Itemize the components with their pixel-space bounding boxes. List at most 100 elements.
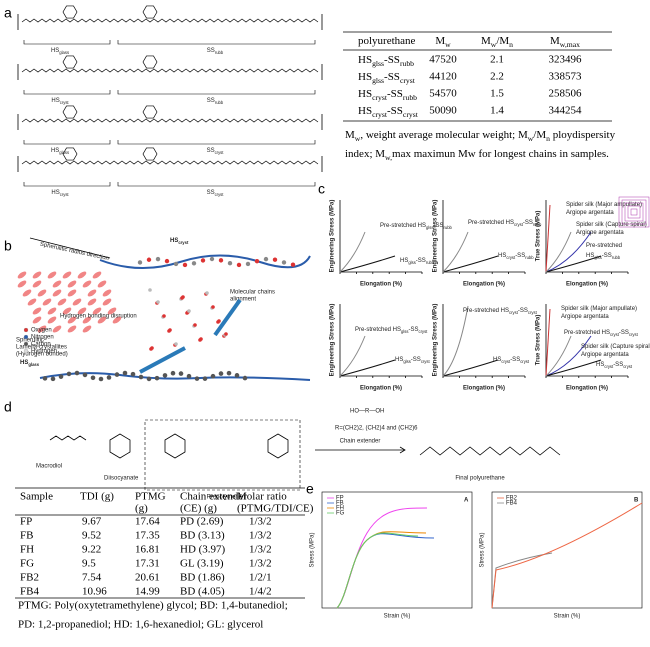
lamella-blob	[82, 280, 92, 288]
text-part: M	[481, 35, 491, 47]
table-cell: HSglss-SScryst	[358, 71, 416, 86]
annotation: Pre-stretched HSglss-SScryst	[355, 327, 428, 334]
lamella-blob	[17, 271, 27, 279]
y-axis-label: True Stress (MPa)	[536, 211, 542, 262]
lamella-blob	[82, 316, 92, 324]
text-part: w	[355, 134, 361, 143]
text-part: HS	[170, 238, 178, 244]
ring	[142, 105, 158, 119]
table-cell: 258506	[549, 88, 583, 100]
text-part: rubb	[426, 260, 435, 265]
text-part: -SS	[515, 253, 525, 259]
table-cell: 9.22	[82, 544, 101, 556]
text-part: rubb	[612, 255, 621, 260]
lamella-blob	[102, 298, 112, 306]
curve	[545, 231, 572, 273]
table-cell: 1/3/2	[249, 558, 272, 570]
atom	[74, 370, 80, 376]
atom	[200, 258, 206, 263]
web	[618, 196, 650, 228]
bracket	[117, 40, 316, 45]
text-part: max maximun Mw for longest chains in sam…	[392, 148, 609, 160]
text-part: cryst	[506, 255, 516, 260]
lamella-blob	[92, 271, 102, 279]
legend-swatch	[23, 327, 29, 333]
bond	[419, 446, 561, 456]
text-part: glss	[372, 76, 384, 85]
table-cell: HScryst-SSrubb	[358, 88, 417, 103]
lamella-blob	[27, 298, 37, 306]
lamella-blob	[77, 271, 87, 279]
lamella-blob	[32, 307, 42, 315]
legend-swatch	[23, 341, 29, 347]
text-part: HS	[20, 360, 28, 366]
annotation: Prepolymer	[207, 495, 238, 501]
text-part: -SS	[387, 88, 403, 100]
table-cell: 10.96	[82, 586, 107, 598]
legend-label: FG	[336, 511, 345, 517]
bond	[49, 435, 87, 441]
curve	[545, 359, 602, 377]
lamella-blob	[87, 289, 97, 297]
annotation: HSglss-SSrubb	[586, 253, 621, 260]
text-part: rubb	[533, 222, 542, 227]
lamella-blob	[102, 289, 112, 297]
annotation: HScryst-SScryst	[493, 357, 530, 364]
x-axis-label: Elongation (%)	[360, 282, 402, 288]
lamella-blob	[112, 316, 122, 324]
annotation: Pre-stretched HScryst-SSrubb	[468, 220, 542, 227]
annotation: Hydrogen bonding disruption	[60, 314, 137, 320]
text-part: HS	[358, 71, 372, 83]
curve	[545, 255, 602, 273]
lamella-blob	[17, 280, 27, 288]
table-header: polyurethane	[358, 35, 416, 47]
legend-swatch	[23, 334, 29, 340]
text-part: ploydispersity	[550, 129, 616, 141]
text-part: -SS	[518, 308, 528, 314]
table-header: Mw/Mn	[481, 35, 513, 50]
table-note: index; Mw,max maximun Mw for longest cha…	[345, 148, 609, 163]
table-cell: HScryst-SScryst	[358, 105, 419, 120]
text-part: Pre-stretched HS	[380, 223, 426, 229]
table-cell: HSglss-SSrubb	[358, 54, 414, 69]
ring	[164, 433, 186, 459]
text-part: cryst	[60, 192, 70, 197]
x-axis-label: Elongation (%)	[566, 282, 608, 288]
table-cell: BD (4.05)	[180, 586, 225, 598]
atom	[106, 375, 112, 380]
atom	[218, 371, 224, 376]
text-part: Spider silk (Capture spiral)	[576, 222, 647, 228]
atom	[66, 371, 72, 377]
annotation: Spherulitic	[16, 338, 44, 344]
text-part: Argiope argentata	[566, 210, 614, 216]
plot-frame	[491, 491, 643, 609]
text-part: HS	[358, 105, 372, 117]
text-part: HS	[493, 357, 501, 363]
table-cell: 17.64	[135, 516, 160, 528]
table-cell: 9.52	[82, 530, 101, 542]
lamella-blob	[62, 307, 72, 315]
table-cell: 2.2	[490, 71, 504, 83]
curve	[336, 507, 428, 609]
annotation: Argiope argentata	[581, 352, 629, 358]
table-cell: GL (3.19)	[180, 558, 224, 570]
text-part: SS	[207, 98, 215, 104]
text-part: w	[445, 40, 451, 49]
legend-label: FB	[336, 501, 344, 507]
text-part: /M	[533, 129, 546, 141]
atom	[211, 305, 215, 309]
text-part: polyurethane	[358, 35, 416, 47]
text-part: Pre-stretched HS	[355, 327, 401, 333]
curve	[491, 552, 553, 609]
annotation: HO—R—OH	[350, 409, 384, 415]
table-cell: 1/4/2	[249, 586, 272, 598]
annotation: HSglss-SScryst	[395, 357, 430, 364]
table-cell: 1.5	[490, 88, 504, 100]
curve	[336, 531, 427, 609]
atom	[173, 261, 179, 267]
atom	[98, 376, 104, 382]
curve	[491, 502, 643, 609]
annotation: Chain extender	[340, 439, 381, 445]
text-part: rubb	[444, 225, 453, 230]
table-cell: 1.4	[490, 105, 504, 117]
